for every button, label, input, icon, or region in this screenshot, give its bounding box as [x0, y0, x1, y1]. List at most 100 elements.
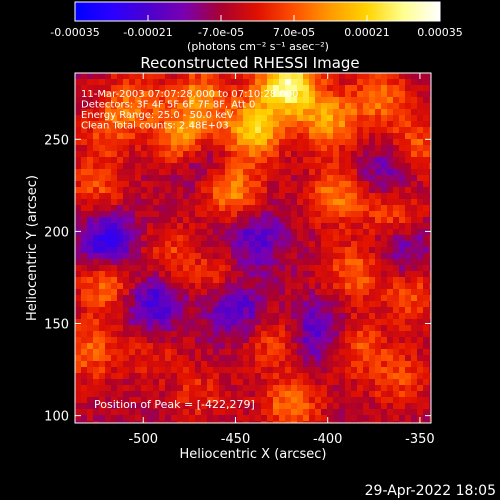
heatmap-cell	[117, 367, 124, 374]
heatmap-cell	[99, 325, 106, 332]
heatmap-cell	[201, 349, 208, 356]
heatmap-cell	[309, 301, 316, 308]
heatmap-cell	[249, 187, 256, 194]
heatmap-cell	[135, 193, 142, 200]
heatmap-cell	[75, 253, 82, 260]
heatmap-cell	[381, 337, 388, 344]
heatmap-cell	[267, 121, 274, 128]
heatmap-cell	[375, 241, 382, 248]
heatmap-cell	[363, 97, 370, 104]
heatmap-cell	[105, 421, 112, 423]
heatmap-cell	[345, 295, 352, 302]
heatmap-cell	[387, 169, 394, 176]
heatmap-cell	[411, 355, 418, 362]
heatmap-cell	[327, 73, 334, 80]
heatmap-cell	[309, 73, 316, 80]
heatmap-cell	[171, 265, 178, 272]
heatmap-cell	[387, 367, 394, 374]
heatmap-cell	[123, 229, 130, 236]
heatmap-cell	[375, 421, 382, 423]
heatmap-cell	[411, 145, 418, 152]
heatmap-cell	[111, 283, 118, 290]
heatmap-cell	[117, 295, 124, 302]
heatmap-cell	[225, 247, 232, 254]
heatmap-cell	[249, 79, 256, 86]
heatmap-cell	[189, 121, 196, 128]
heatmap-cell	[141, 151, 148, 158]
heatmap-cell	[165, 175, 172, 182]
heatmap-cell	[321, 175, 328, 182]
heatmap-cell	[273, 223, 280, 230]
heatmap-cell	[417, 385, 424, 392]
heatmap-cell	[171, 415, 178, 422]
heatmap-cell	[165, 127, 172, 134]
heatmap-cell	[327, 289, 334, 296]
heatmap-cell	[399, 247, 406, 254]
heatmap-cell	[339, 391, 346, 398]
heatmap-cell	[261, 325, 268, 332]
heatmap-cell	[183, 193, 190, 200]
heatmap-cell	[405, 133, 412, 140]
heatmap-cell	[387, 199, 394, 206]
heatmap-cell	[339, 85, 346, 92]
heatmap-cell	[315, 271, 322, 278]
heatmap-cell	[357, 361, 364, 368]
heatmap-cell	[423, 121, 430, 128]
heatmap-cell	[141, 211, 148, 218]
heatmap-cell	[189, 157, 196, 164]
heatmap-cell	[171, 403, 178, 410]
heatmap-cell	[111, 109, 118, 116]
heatmap-cell	[321, 409, 328, 416]
heatmap-cell	[111, 355, 118, 362]
heatmap-cell	[171, 289, 178, 296]
heatmap-cell	[297, 187, 304, 194]
heatmap-cell	[141, 97, 148, 104]
heatmap-cell	[243, 373, 250, 380]
heatmap-cell	[285, 253, 292, 260]
heatmap-cell	[303, 319, 310, 326]
heatmap-cell	[153, 157, 160, 164]
heatmap-cell	[273, 115, 280, 122]
heatmap-cell	[231, 91, 238, 98]
heatmap-cell	[129, 391, 136, 398]
heatmap-cell	[249, 367, 256, 374]
heatmap-cell	[393, 349, 400, 356]
heatmap-cell	[309, 355, 316, 362]
heatmap-cell	[219, 241, 226, 248]
heatmap-cell	[357, 289, 364, 296]
heatmap-cell	[87, 157, 94, 164]
heatmap-cell	[105, 139, 112, 146]
heatmap-cell	[333, 241, 340, 248]
heatmap-cell	[129, 235, 136, 242]
heatmap-cell	[255, 259, 262, 266]
heatmap-cell	[333, 91, 340, 98]
heatmap-cell	[339, 373, 346, 380]
heatmap-cell	[417, 265, 424, 272]
heatmap-cell	[339, 319, 346, 326]
heatmap-cell	[81, 325, 88, 332]
heatmap-cell	[411, 391, 418, 398]
heatmap-cell	[165, 325, 172, 332]
heatmap-cell	[327, 367, 334, 374]
heatmap-cell	[117, 307, 124, 314]
heatmap-cell	[135, 385, 142, 392]
heatmap-cell	[225, 295, 232, 302]
heatmap-cell	[195, 385, 202, 392]
heatmap-cell	[213, 253, 220, 260]
heatmap-cell	[93, 109, 100, 116]
heatmap-cell	[375, 235, 382, 242]
heatmap-cell	[159, 415, 166, 422]
heatmap-cell	[231, 301, 238, 308]
heatmap-cell	[207, 103, 214, 110]
heatmap-cell	[393, 307, 400, 314]
heatmap-cell	[201, 73, 208, 80]
heatmap-cell	[411, 205, 418, 212]
heatmap-cell	[405, 211, 412, 218]
heatmap-cell	[297, 169, 304, 176]
heatmap-cell	[189, 223, 196, 230]
heatmap-cell	[369, 97, 376, 104]
heatmap-cell	[261, 193, 268, 200]
heatmap-cell	[345, 343, 352, 350]
heatmap-cell	[429, 379, 431, 386]
colorbar-ticks: -0.00035 -0.00021 -7.0e-05 7.0e-05 0.00021 0.…	[50, 15, 463, 39]
